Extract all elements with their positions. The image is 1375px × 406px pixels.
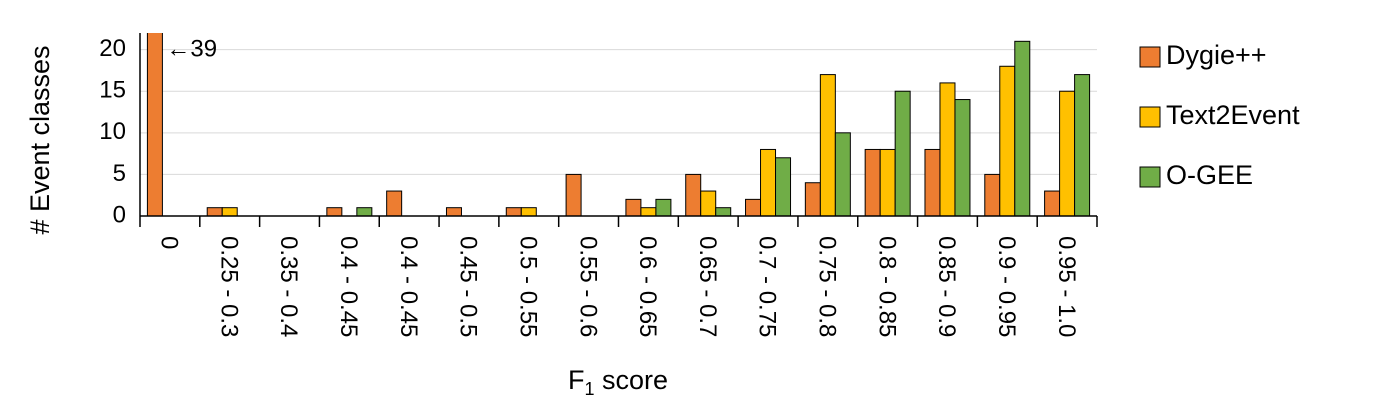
x-tick-label: 0.4 - 0.45 bbox=[335, 236, 362, 337]
legend-swatch bbox=[1139, 106, 1161, 128]
y-tick-label: 5 bbox=[113, 160, 126, 187]
y-axis-label: # Event classes bbox=[25, 45, 55, 234]
y-tick-label: 20 bbox=[99, 35, 126, 62]
bar bbox=[999, 65, 1016, 217]
bar bbox=[760, 148, 777, 217]
bar bbox=[386, 190, 403, 217]
bar bbox=[1074, 74, 1091, 217]
legend-swatch bbox=[1139, 166, 1161, 188]
bar bbox=[864, 148, 881, 217]
x-tick-label: 0 bbox=[156, 236, 183, 249]
x-tick-label: 0.9 - 0.95 bbox=[993, 236, 1020, 337]
x-tick-label: 0.75 - 0.8 bbox=[814, 236, 841, 337]
x-tick-label: 0.35 - 0.4 bbox=[275, 236, 302, 337]
bars bbox=[146, 33, 1091, 217]
bar bbox=[745, 198, 762, 217]
x-tick-label: 0.4 - 0.45 bbox=[395, 236, 422, 337]
x-tick-label: 0.5 - 0.55 bbox=[514, 236, 541, 337]
x-tick-label: 0.55 - 0.6 bbox=[574, 236, 601, 337]
bar bbox=[1044, 190, 1061, 217]
bar bbox=[1059, 90, 1076, 217]
x-tick-label: 0.6 - 0.65 bbox=[634, 236, 661, 337]
bar bbox=[715, 207, 732, 217]
legend-label: Text2Event bbox=[1166, 100, 1300, 130]
bar bbox=[939, 82, 956, 217]
bar bbox=[445, 207, 462, 217]
y-tick-label: 15 bbox=[99, 77, 126, 104]
x-tick-label: 0.25 - 0.3 bbox=[215, 236, 242, 337]
x-label-suffix: score bbox=[594, 365, 668, 395]
x-label-text: F bbox=[568, 365, 585, 395]
legend-swatch bbox=[1139, 46, 1161, 68]
y-tick-label: 0 bbox=[113, 201, 126, 228]
x-axis-label: F1 score bbox=[568, 365, 668, 399]
x-label-subscript: 1 bbox=[584, 379, 594, 399]
bar bbox=[685, 173, 702, 217]
bar bbox=[221, 207, 238, 217]
x-tick-label: 0.85 - 0.9 bbox=[933, 236, 960, 337]
bar bbox=[146, 33, 163, 217]
x-tick-label: 0.7 - 0.75 bbox=[754, 236, 781, 337]
y-tick-label: 10 bbox=[99, 118, 126, 145]
bar bbox=[505, 207, 522, 217]
bar bbox=[625, 198, 642, 217]
bar bbox=[954, 99, 971, 217]
bar bbox=[326, 207, 343, 217]
bar bbox=[775, 157, 792, 217]
legend-label: O-GEE bbox=[1166, 160, 1253, 190]
x-tick-label: 0.8 - 0.85 bbox=[873, 236, 900, 337]
legend-label: Dygie++ bbox=[1166, 40, 1267, 70]
value-label: ←39 bbox=[166, 35, 217, 62]
x-tick-label: 0.45 - 0.5 bbox=[455, 236, 482, 337]
bar bbox=[819, 74, 836, 217]
bar bbox=[520, 207, 537, 217]
bar bbox=[804, 182, 821, 217]
x-tick-label: 0.65 - 0.7 bbox=[694, 236, 721, 337]
bar bbox=[894, 90, 911, 217]
bar bbox=[640, 207, 657, 217]
bar bbox=[655, 198, 672, 217]
bar bbox=[984, 173, 1001, 217]
bar bbox=[206, 207, 223, 217]
bar bbox=[700, 190, 717, 217]
bar bbox=[834, 132, 851, 217]
bar bbox=[879, 148, 896, 217]
bar bbox=[565, 173, 582, 217]
bar bbox=[356, 207, 373, 217]
bar bbox=[924, 148, 941, 217]
bar bbox=[1014, 40, 1031, 217]
x-tick-label: 0.95 - 1.0 bbox=[1053, 236, 1080, 337]
